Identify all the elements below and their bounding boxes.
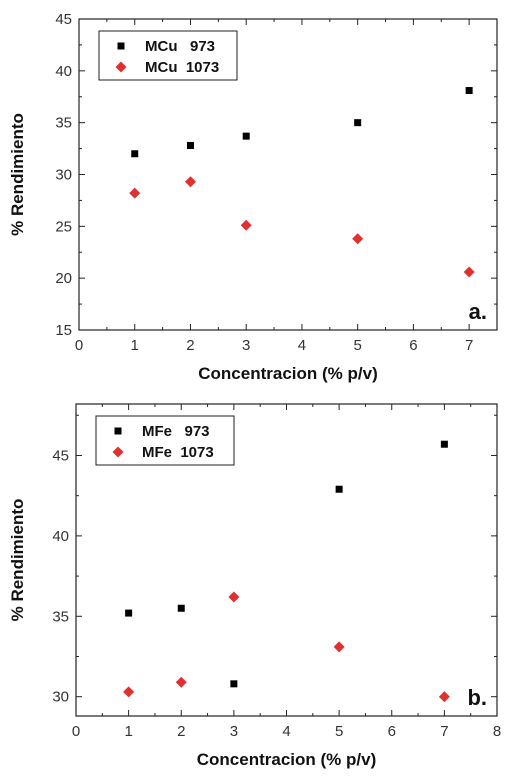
x-tick-label: 4	[298, 337, 306, 354]
x-tick-label: 4	[282, 723, 290, 740]
x-tick-label: 3	[242, 337, 250, 354]
legend-label: MCu 973	[145, 38, 215, 55]
x-tick-label: 6	[409, 337, 417, 354]
x-tick-label: 0	[72, 723, 80, 740]
y-axis-title: % Rendimiento	[8, 499, 27, 622]
legend-label: MFe 973	[142, 423, 210, 440]
x-tick-label: 0	[75, 337, 83, 354]
series-973-point	[125, 609, 133, 617]
series-1073-point	[175, 676, 187, 688]
x-tick-label: 8	[493, 723, 501, 740]
x-axis-title: Concentracion (% p/v)	[197, 750, 376, 769]
series-1073-point	[129, 187, 141, 199]
series-1073-point	[333, 641, 345, 653]
series-973-point	[131, 150, 139, 158]
legend-box	[95, 415, 235, 466]
x-tick-label: 7	[440, 723, 448, 740]
x-tick-label: 1	[124, 723, 132, 740]
series-973-point	[465, 87, 473, 95]
x-tick-label: 5	[335, 723, 343, 740]
y-tick-label: 45	[52, 447, 69, 464]
x-tick-label: 3	[230, 723, 238, 740]
series-973-point	[440, 440, 448, 448]
x-tick-label: 2	[186, 337, 194, 354]
series-1073-point	[240, 219, 252, 231]
legend-marker	[117, 42, 125, 50]
series-1073-point	[352, 233, 364, 245]
series-1073-point	[438, 691, 450, 703]
y-tick-label: 30	[52, 689, 69, 706]
y-tick-label: 40	[55, 63, 72, 80]
y-tick-label: 20	[55, 270, 72, 287]
x-tick-label: 5	[353, 337, 361, 354]
series-973-point	[177, 604, 185, 612]
legend-marker	[115, 61, 127, 73]
legend-box	[98, 30, 238, 81]
series-973-point	[230, 680, 238, 688]
series-1073-point	[228, 591, 240, 603]
series-1073-point	[184, 176, 196, 188]
panel-label: b.	[467, 685, 487, 710]
y-axis-title: % Rendimiento	[8, 113, 27, 236]
y-tick-label: 30	[55, 167, 72, 184]
y-tick-label: 35	[52, 608, 69, 625]
panel-label: a.	[469, 299, 487, 324]
x-tick-label: 7	[465, 337, 473, 354]
series-973-point	[242, 132, 250, 140]
series-1073-point	[463, 266, 475, 278]
x-tick-label: 1	[131, 337, 139, 354]
y-tick-label: 45	[55, 11, 72, 28]
x-tick-label: 2	[177, 723, 185, 740]
y-tick-label: 15	[55, 322, 72, 339]
y-tick-label: 35	[55, 115, 72, 132]
series-973-point	[186, 141, 194, 149]
series-1073-point	[123, 686, 135, 698]
y-tick-label: 25	[55, 218, 72, 235]
x-axis-title: Concentracion (% p/v)	[198, 364, 377, 383]
legend-label: MCu 1073	[145, 59, 219, 76]
legend-marker	[112, 446, 124, 458]
x-tick-label: 6	[388, 723, 396, 740]
legend-marker	[114, 427, 122, 435]
y-tick-label: 40	[52, 528, 69, 545]
series-973-point	[354, 119, 362, 127]
series-973-point	[335, 485, 343, 493]
legend-label: MFe 1073	[142, 444, 214, 461]
